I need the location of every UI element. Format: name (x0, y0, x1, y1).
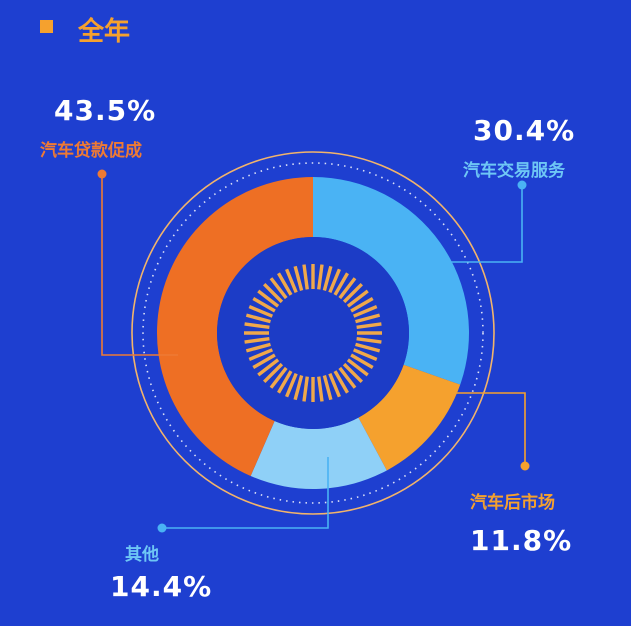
value-label-aftermarket: 11.8% (470, 524, 573, 557)
leader-line-trade-dot (517, 180, 527, 190)
center-tick (263, 362, 284, 383)
slice-aftermarket (358, 364, 461, 471)
center-tick (257, 358, 280, 377)
outer-ring (131, 151, 495, 515)
slice-trade (313, 177, 469, 385)
center-tick (245, 342, 271, 353)
center-tick (269, 366, 288, 389)
center-tick (252, 353, 276, 369)
center-tick (277, 272, 293, 296)
chart-title: 全年 (78, 17, 131, 47)
center-tick (269, 277, 288, 300)
center-tick (356, 322, 382, 329)
center-tick (252, 297, 276, 313)
center-tick-ring (244, 264, 382, 402)
category-label-trade: 汽车交易服务 (463, 161, 565, 181)
dotted-ring (142, 162, 484, 504)
category-label-loan: 汽车贷款促成 (40, 141, 142, 161)
leader-line-loan (101, 174, 178, 356)
center-tick (346, 289, 369, 308)
center-tick (322, 265, 333, 291)
title-marker (40, 20, 53, 33)
center-tick (350, 353, 374, 369)
center-tick (302, 264, 309, 290)
center-tick (328, 268, 341, 293)
center-tick (355, 313, 381, 324)
center-tick (257, 289, 280, 308)
center-tick (333, 272, 349, 296)
center-tick (353, 305, 378, 318)
center-tick (322, 375, 333, 401)
leader-line-other (162, 457, 329, 529)
slice-other (250, 417, 387, 490)
value-label-other: 14.4% (110, 570, 213, 603)
center-tick (350, 297, 374, 313)
center-tick (245, 313, 271, 324)
center-tick (293, 375, 304, 401)
center-tick (248, 305, 273, 318)
value-label-loan: 43.5% (54, 94, 157, 127)
center-tick (244, 337, 270, 344)
center-tick (346, 358, 369, 377)
center-tick (328, 373, 341, 398)
center-tick (353, 348, 378, 361)
leader-line-loan-dot (97, 169, 107, 179)
value-label-trade: 30.4% (473, 114, 576, 147)
center-tick (333, 370, 349, 394)
center-tick (338, 366, 357, 389)
center-tick (293, 265, 304, 291)
center-tick (356, 337, 382, 344)
center-tick (342, 283, 363, 304)
center-tick (263, 283, 284, 304)
center-tick (342, 362, 363, 383)
leader-line-aftermarket-dot (520, 461, 530, 471)
center-tick (302, 376, 309, 402)
center-tick (244, 322, 270, 329)
center-tick (277, 370, 293, 394)
center-tick (285, 373, 298, 398)
center-tick (317, 264, 324, 290)
leader-line-aftermarket (449, 392, 526, 466)
center-tick (285, 268, 298, 293)
center-tick (355, 342, 381, 353)
center-tick (248, 348, 273, 361)
category-label-aftermarket: 汽车后市场 (470, 493, 555, 513)
leader-line-trade (438, 185, 523, 263)
slice-loan (156, 177, 313, 477)
leader-line-other-dot (157, 523, 167, 533)
center-tick (338, 277, 357, 300)
center-tick (317, 376, 324, 402)
category-label-other: 其他 (125, 545, 159, 565)
